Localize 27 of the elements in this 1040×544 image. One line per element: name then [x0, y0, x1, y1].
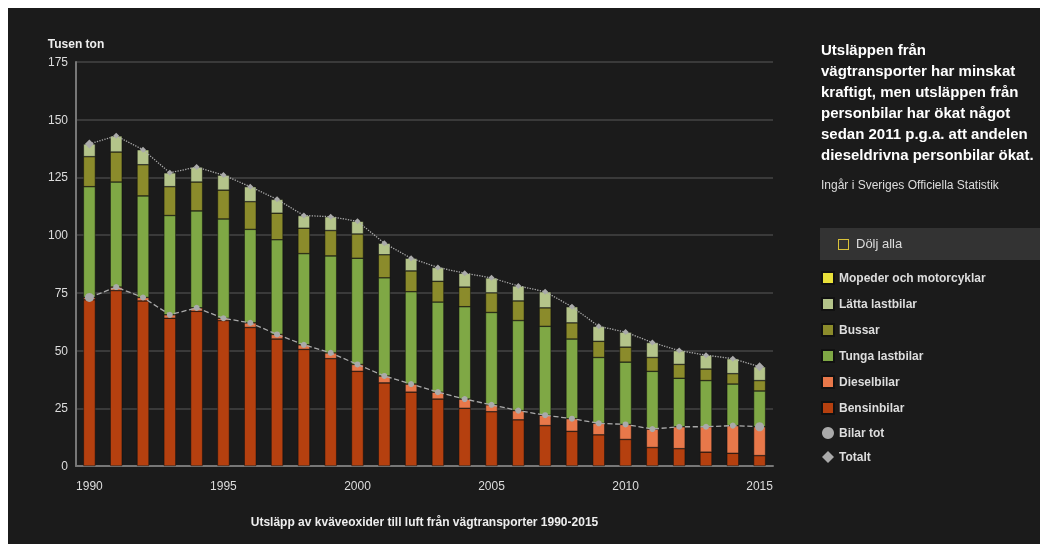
x-tick-label: 2000: [344, 479, 372, 493]
legend-label: Bensinbilar: [839, 401, 905, 415]
text: Dölj alla: [856, 236, 903, 251]
x-tick-label: 2005: [478, 479, 506, 493]
legend-label: Totalt: [839, 450, 871, 464]
x-tick-label: 1995: [210, 479, 238, 493]
text: Utsläppen från vägtransporter har minskat kraftigt, men utsläppen från personbilar har ökat något sedan 2011 p.g.a. att andelen dieseldrivna personbilar ökat.: [821, 41, 1034, 163]
y-tick-label: 100: [47, 228, 69, 243]
y-tick-label: 125: [47, 170, 69, 185]
y-tick-label: 75: [54, 285, 69, 300]
y-tick-label: 0: [61, 459, 69, 473]
x-tick-label: 2015: [746, 479, 774, 493]
legend-label: Bilar tot: [839, 426, 885, 440]
y-axis-title: Tusen ton: [47, 37, 105, 51]
legend-label: Bussar: [839, 323, 881, 337]
x-tick-label: 1990: [76, 479, 104, 493]
y-tick-label: 150: [47, 112, 69, 127]
legend-label: Tunga lastbilar: [839, 349, 924, 363]
y-tick-label: 50: [54, 343, 69, 358]
text: Ingår i Sveriges Officiella Statistik: [821, 178, 1000, 192]
legend-label: Dieselbilar: [839, 375, 901, 389]
y-tick-label: 25: [54, 401, 69, 416]
x-axis-title: Utsläpp av kväveoxider till luft från vägtransporter 1990-2015: [250, 515, 599, 529]
y-tick-label: 175: [47, 55, 69, 69]
x-tick-label: 2010: [612, 479, 640, 493]
legend-label: Mopeder och motorcyklar: [839, 271, 987, 285]
legend-label: Lätta lastbilar: [839, 297, 918, 311]
